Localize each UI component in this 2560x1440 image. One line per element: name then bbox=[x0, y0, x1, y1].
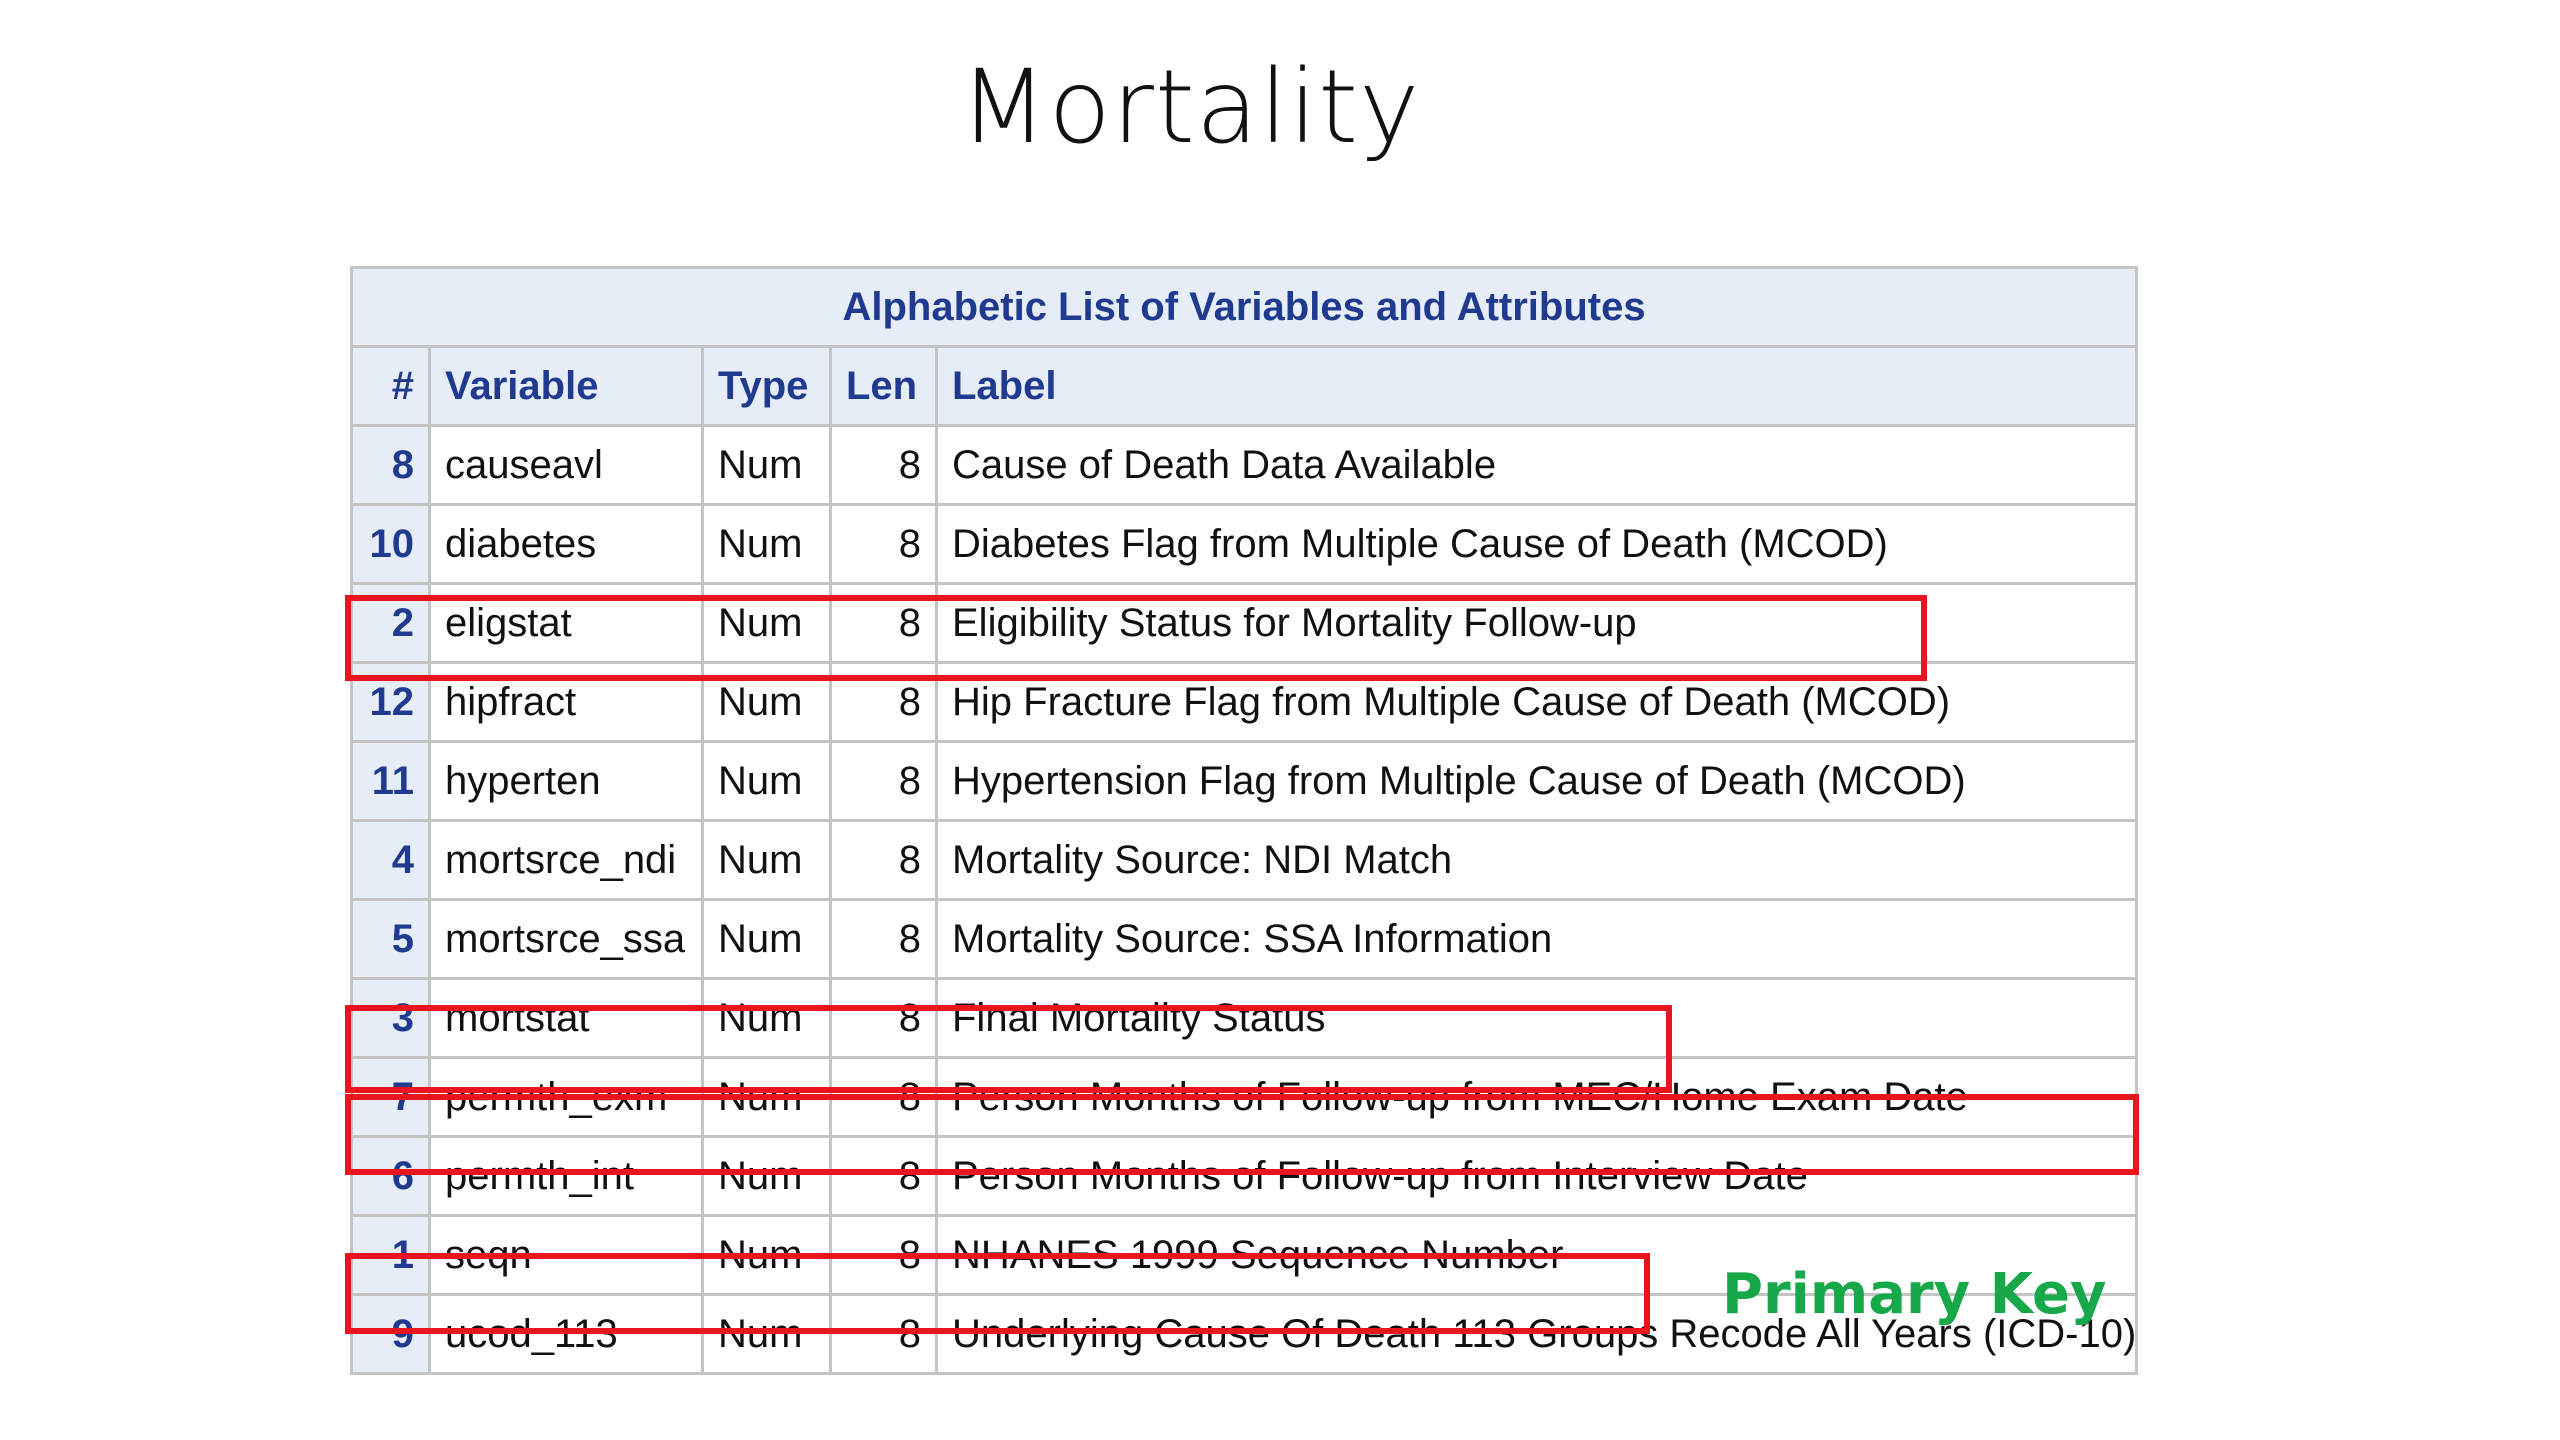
len-cell: 8 bbox=[829, 503, 938, 585]
row-number: 6 bbox=[350, 1135, 431, 1217]
len-cell: 8 bbox=[829, 582, 938, 664]
type-cell: Num bbox=[701, 424, 832, 506]
row-number: 10 bbox=[350, 503, 431, 585]
slide-title: Mortality bbox=[959, 48, 1421, 167]
type-cell: Num bbox=[701, 1135, 832, 1217]
table-row: 6 permth_int Num 8 Person Months of Follow-u… bbox=[350, 1135, 2139, 1217]
label-cell: Person Months of Follow-up from Intervie… bbox=[934, 1135, 2139, 1217]
table-caption-row: Alphabetic List of Variables and Attribu… bbox=[349, 266, 2139, 348]
type-cell: Num bbox=[701, 582, 832, 664]
label-cell: Cause of Death Data Available bbox=[934, 424, 2139, 506]
variable-cell: hipfract bbox=[428, 661, 704, 743]
variable-cell: permth_int bbox=[428, 1135, 704, 1217]
label-cell: Hypertension Flag from Multiple Cause of… bbox=[934, 740, 2139, 822]
column-header-variable: Variable bbox=[428, 345, 704, 427]
len-cell: 8 bbox=[829, 819, 938, 901]
table-header-row: # Variable Type Len Label bbox=[350, 345, 2139, 427]
row-number: 4 bbox=[350, 819, 431, 901]
type-cell: Num bbox=[701, 661, 832, 743]
label-cell: Mortality Source: SSA Information bbox=[934, 898, 2139, 980]
row-number: 12 bbox=[350, 661, 431, 743]
label-cell: Person Months of Follow-up from MEC/Home… bbox=[934, 1056, 2139, 1138]
label-cell: Final Mortality Status bbox=[934, 977, 2139, 1059]
column-header-number: # bbox=[350, 345, 431, 427]
row-number: 11 bbox=[350, 740, 431, 822]
column-header-len: Len bbox=[829, 345, 938, 427]
table-row: 8 causeavl Num 8 Cause of Death Data Availab… bbox=[350, 424, 2139, 506]
table-row: 4 mortsrce_ndi Num 8 Mortality Source: NDI M… bbox=[350, 819, 2139, 901]
column-header-type: Type bbox=[701, 345, 832, 427]
variable-cell: causeavl bbox=[428, 424, 704, 506]
type-cell: Num bbox=[701, 819, 832, 901]
type-cell: Num bbox=[701, 1214, 832, 1296]
label-cell: Eligibility Status for Mortality Follow-… bbox=[934, 582, 2139, 664]
variable-cell: diabetes bbox=[428, 503, 704, 585]
table-caption: Alphabetic List of Variables and Attribu… bbox=[349, 266, 2139, 348]
type-cell: Num bbox=[701, 898, 832, 980]
table-row: 2 eligstat Num 8 Eligibility Status for Mort… bbox=[350, 582, 2139, 664]
column-header-label: Label bbox=[934, 345, 2139, 427]
row-number: 7 bbox=[350, 1056, 431, 1138]
row-number: 5 bbox=[350, 898, 431, 980]
variable-cell: eligstat bbox=[428, 582, 704, 664]
label-cell: Diabetes Flag from Multiple Cause of Dea… bbox=[934, 503, 2139, 585]
len-cell: 8 bbox=[829, 898, 938, 980]
row-number: 1 bbox=[350, 1214, 431, 1296]
variable-cell: mortstat bbox=[428, 977, 704, 1059]
type-cell: Num bbox=[701, 1293, 832, 1375]
len-cell: 8 bbox=[829, 740, 938, 822]
variable-cell: hyperten bbox=[428, 740, 704, 822]
variable-cell: seqn bbox=[428, 1214, 704, 1296]
len-cell: 8 bbox=[829, 1214, 938, 1296]
variable-cell: permth_exm bbox=[428, 1056, 704, 1138]
table-row: 10 diabetes Num 8 Diabetes Flag from Multipl… bbox=[350, 503, 2139, 585]
type-cell: Num bbox=[701, 503, 832, 585]
type-cell: Num bbox=[701, 977, 832, 1059]
row-number: 2 bbox=[350, 582, 431, 664]
len-cell: 8 bbox=[829, 1056, 938, 1138]
len-cell: 8 bbox=[829, 1293, 938, 1375]
table-row: 12 hipfract Num 8 Hip Fracture Flag from Mul… bbox=[350, 661, 2139, 743]
label-cell: Hip Fracture Flag from Multiple Cause of… bbox=[934, 661, 2139, 743]
label-cell: Mortality Source: NDI Match bbox=[934, 819, 2139, 901]
variable-cell: mortsrce_ndi bbox=[428, 819, 704, 901]
row-number: 9 bbox=[350, 1293, 431, 1375]
table-row: 11 hyperten Num 8 Hypertension Flag from Mul… bbox=[350, 740, 2139, 822]
len-cell: 8 bbox=[829, 661, 938, 743]
len-cell: 8 bbox=[829, 424, 938, 506]
variable-cell: mortsrce_ssa bbox=[428, 898, 704, 980]
table-body: 8 causeavl Num 8 Cause of Death Data Availab… bbox=[350, 424, 2139, 1375]
len-cell: 8 bbox=[829, 1135, 938, 1217]
row-number: 8 bbox=[350, 424, 431, 506]
table-row: 5 mortsrce_ssa Num 8 Mortality Source: SSA I… bbox=[350, 898, 2139, 980]
type-cell: Num bbox=[701, 740, 832, 822]
table-row: 7 permth_exm Num 8 Person Months of Follow-u… bbox=[350, 1056, 2139, 1138]
len-cell: 8 bbox=[829, 977, 938, 1059]
variables-table: Alphabetic List of Variables and Attribu… bbox=[349, 266, 2139, 1375]
table-row: 3 mortstat Num 8 Final Mortality Status bbox=[350, 977, 2139, 1059]
row-number: 3 bbox=[350, 977, 431, 1059]
type-cell: Num bbox=[701, 1056, 832, 1138]
primary-key-annotation: Primary Key bbox=[1722, 1262, 2107, 1327]
variable-cell: ucod_113 bbox=[428, 1293, 704, 1375]
